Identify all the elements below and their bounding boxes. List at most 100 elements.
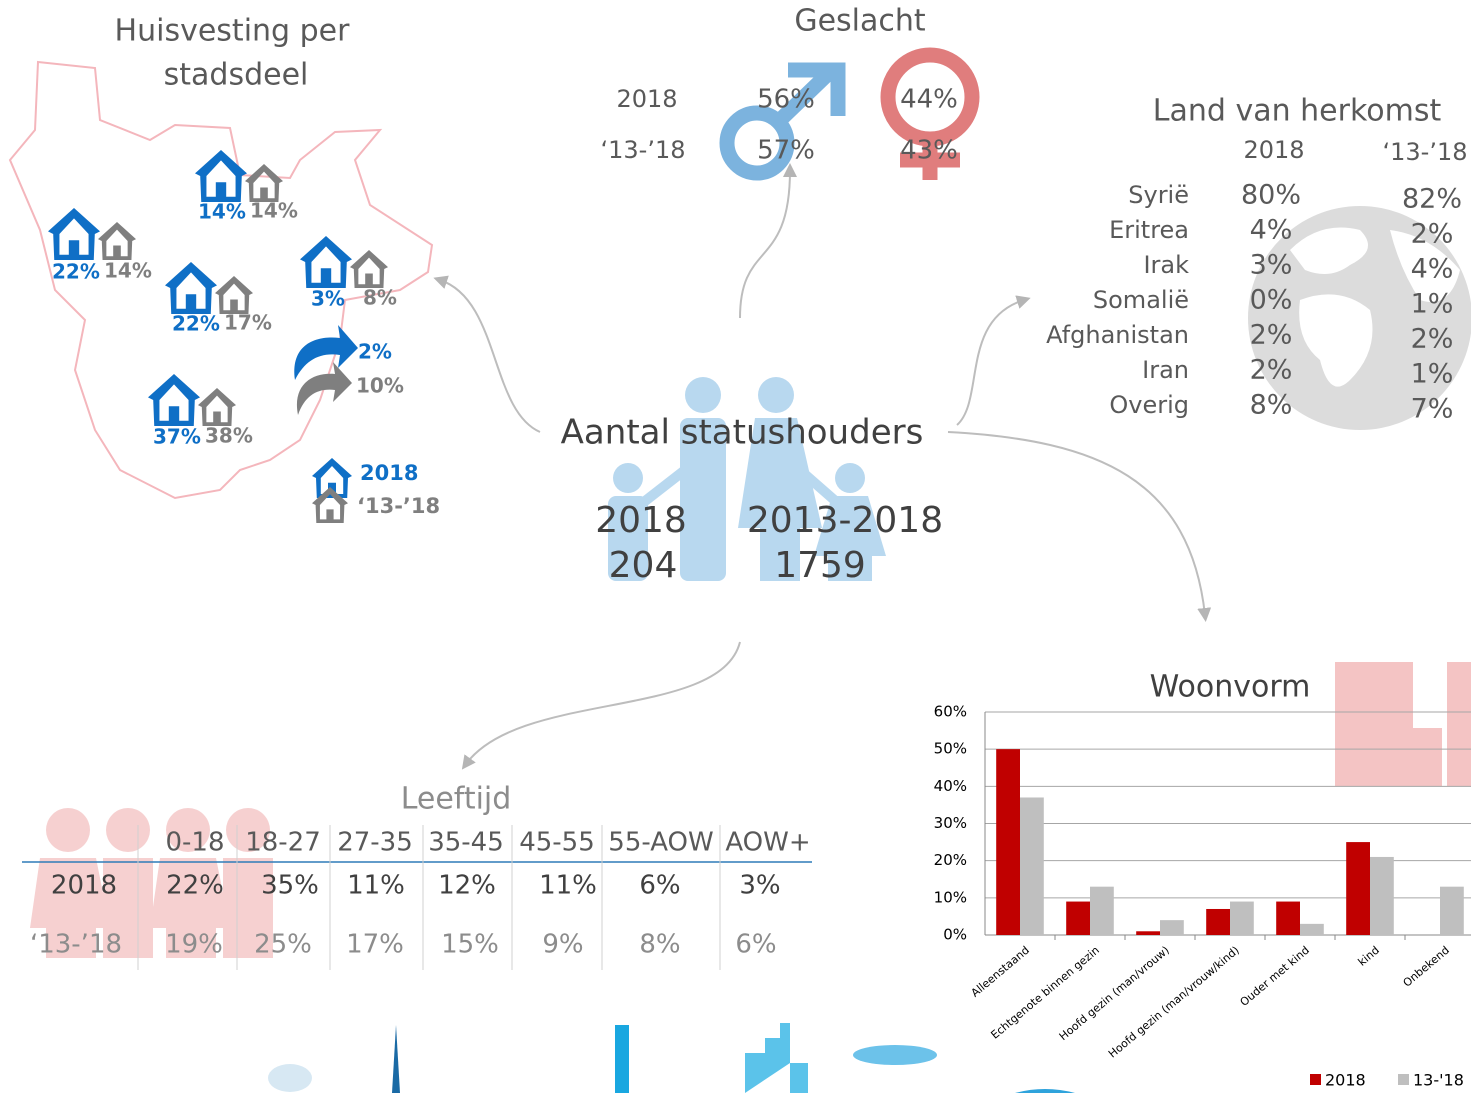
age-header: 55-AOW [608, 828, 713, 858]
house-icon [312, 458, 352, 498]
district-2018: 14% [198, 200, 246, 224]
bar [1090, 886, 1114, 935]
house-icon [300, 236, 352, 288]
gender-row-label: ‘13-’18 [601, 136, 686, 164]
district-2018: 22% [172, 312, 220, 336]
housing-legend: ‘13-’18 [357, 494, 440, 518]
origin-2018: 8% [1250, 390, 1293, 421]
total-value: 204 [609, 545, 678, 586]
house-icon [245, 164, 283, 202]
woonvorm-title: Woonvorm [1150, 670, 1311, 705]
gender-title: Geslacht [794, 4, 926, 39]
y-tick-label: 20% [934, 851, 967, 869]
female-value: 43% [900, 136, 958, 166]
age-value: 11% [347, 871, 405, 901]
house-icon [350, 250, 388, 288]
house-icon [198, 388, 236, 426]
buildings-icon [1335, 662, 1471, 786]
origin-2018: 2% [1250, 320, 1293, 351]
legend-label: 13-'18 [1413, 1071, 1464, 1090]
y-tick-label: 60% [934, 703, 967, 721]
outside-2018: 2% [358, 340, 392, 364]
bar [1300, 923, 1324, 935]
age-value: 22% [166, 871, 224, 901]
age-row-label: ‘13-’18 [30, 930, 122, 960]
bar [1206, 908, 1230, 935]
district-1318: 14% [104, 259, 152, 283]
age-value: 3% [739, 871, 780, 901]
outflow-arrow [296, 362, 352, 415]
female-value: 44% [900, 85, 958, 115]
female-symbol [880, 47, 980, 180]
bar [1346, 842, 1370, 935]
district-2018: 37% [153, 425, 201, 449]
total-label: 2018 [595, 500, 687, 541]
origin-1318: 2% [1411, 324, 1454, 355]
x-tick-label: kind [1356, 944, 1382, 969]
bar [1020, 797, 1044, 935]
country-name: Iran [1142, 356, 1189, 384]
country-name: Eritrea [1109, 216, 1189, 244]
age-header: AOW+ [725, 828, 810, 858]
y-tick-label: 10% [934, 888, 967, 906]
age-value: 15% [441, 930, 499, 960]
y-tick-label: 50% [934, 740, 967, 758]
bar [1276, 901, 1300, 935]
house-icon [215, 276, 253, 314]
country-name: Afghanistan [1046, 321, 1189, 349]
total-label: 2013-2018 [747, 500, 943, 541]
legend-swatch [1310, 1074, 1321, 1085]
origin-1318: 7% [1411, 394, 1454, 425]
origin-1318: 4% [1411, 254, 1454, 285]
age-value: 19% [165, 930, 223, 960]
age-value: 35% [261, 871, 319, 901]
country-name: Somalië [1093, 286, 1189, 314]
district-1318: 14% [250, 199, 298, 223]
age-value: 8% [639, 930, 680, 960]
y-tick-label: 0% [943, 926, 967, 944]
origin-2018: 80% [1241, 180, 1301, 211]
bar [1160, 920, 1184, 935]
country-name: Syrië [1128, 181, 1189, 209]
origin-column: 2018 [1243, 136, 1304, 164]
origin-2018: 3% [1250, 250, 1293, 281]
bar [1136, 931, 1160, 935]
total-value: 1759 [774, 545, 866, 586]
country-name: Overig [1109, 391, 1189, 419]
x-tick-label: Ouder met kind [1238, 944, 1312, 1009]
age-value: 6% [639, 871, 680, 901]
house-icon [165, 262, 217, 314]
age-header: 45-55 [519, 828, 595, 858]
origin-column: ‘13-’18 [1383, 138, 1468, 166]
age-value: 12% [438, 871, 496, 901]
bar [1370, 856, 1394, 935]
age-header: 27-35 [337, 828, 413, 858]
origin-2018: 4% [1250, 215, 1293, 246]
house-icon [195, 150, 247, 202]
bar [1066, 901, 1090, 935]
origin-2018: 2% [1250, 355, 1293, 386]
age-value: 11% [539, 871, 597, 901]
housing-title: Huisvesting per [115, 14, 351, 49]
origin-2018: 0% [1250, 285, 1293, 316]
age-header: 0-18 [165, 828, 224, 858]
district-2018: 22% [52, 260, 100, 284]
district-1318: 8% [363, 286, 397, 310]
male-value: 57% [757, 136, 815, 166]
age-row-label: 2018 [51, 871, 117, 901]
globe-icon [1248, 206, 1471, 430]
age-title: Leeftijd [401, 782, 512, 817]
family-icon [608, 377, 886, 581]
age-header: 35-45 [428, 828, 504, 858]
male-value: 56% [757, 85, 815, 115]
male-symbol [719, 62, 846, 181]
origin-1318: 1% [1411, 289, 1454, 320]
district-1318: 38% [205, 424, 253, 448]
legend-swatch [1398, 1074, 1409, 1085]
housing-title: stadsdeel [164, 58, 309, 93]
age-value: 17% [346, 930, 404, 960]
district-1318: 17% [224, 311, 272, 335]
skyline [268, 1023, 1075, 1093]
legend-label: 2018 [1325, 1071, 1366, 1090]
